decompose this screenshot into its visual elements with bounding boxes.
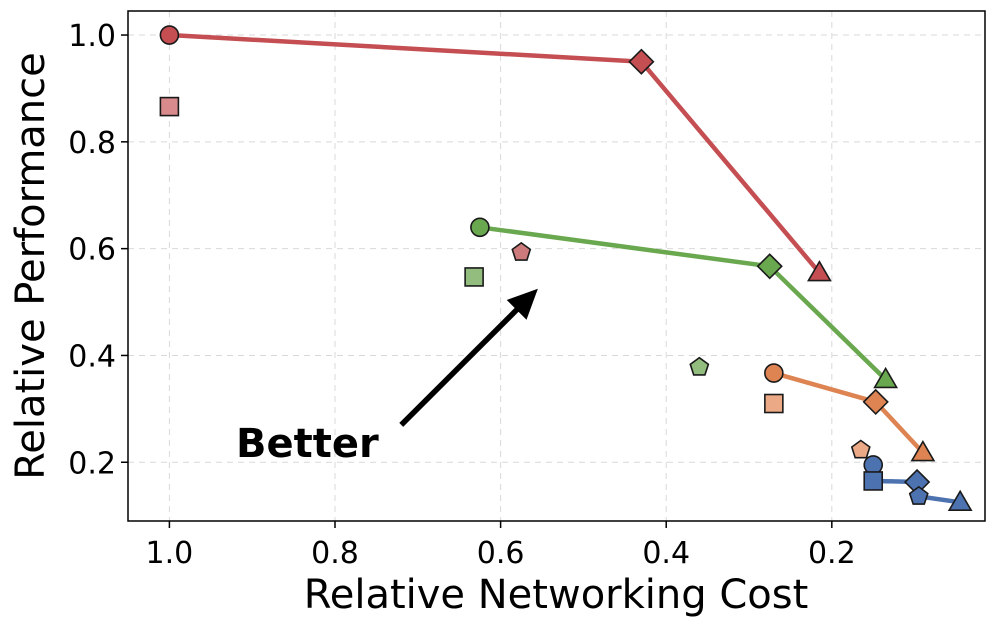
grid-lines <box>128 11 985 521</box>
orange-line-circle-marker <box>764 363 784 383</box>
x-axis-label: Relative Networking Cost <box>304 572 809 618</box>
green-square-marker <box>464 267 484 287</box>
y-tick-label: 0.6 <box>68 233 116 268</box>
annotation-layer: Better <box>236 288 538 467</box>
red-pentagon-marker <box>511 241 532 261</box>
orange-line <box>771 370 926 455</box>
red-line-diamond-marker <box>628 48 655 75</box>
better-arrow-shaft <box>399 306 520 427</box>
green-line <box>477 225 888 382</box>
better-arrow-head <box>506 288 538 320</box>
better-annotation: Better <box>236 421 379 467</box>
orange-square-marker <box>764 393 784 414</box>
blue-line-square-marker <box>863 471 884 491</box>
green-line-triangle-marker <box>873 366 899 389</box>
axis-ticks: 1.0 0.8 0.6 0.4 0.2 0.2 0.4 0.6 0.8 1.0 <box>68 19 855 571</box>
green-pentagon-marker <box>689 356 710 376</box>
red-line-circle-marker <box>159 25 180 45</box>
y-tick-label: 0.4 <box>68 339 116 374</box>
red-square-marker <box>159 96 180 117</box>
x-tick-label: 1.0 <box>146 536 194 571</box>
x-tick-label: 0.6 <box>477 536 525 571</box>
y-tick-label: 0.8 <box>68 126 116 161</box>
red-line <box>167 32 822 275</box>
blue-line-triangle-marker <box>947 489 973 512</box>
x-tick-label: 0.2 <box>808 536 856 571</box>
data-markers <box>159 25 973 512</box>
green-line-circle-marker <box>470 217 490 238</box>
plot-frame <box>127 10 986 522</box>
y-axis-label: Relative Performance <box>8 52 54 480</box>
orange-line-triangle-marker <box>910 440 936 462</box>
y-tick-label: 1.0 <box>68 19 116 54</box>
x-tick-label: 0.8 <box>311 536 359 571</box>
orange-line-diamond-marker <box>862 388 889 416</box>
blue-line-pentagon-marker <box>908 485 929 505</box>
red-line-triangle-marker <box>807 260 832 282</box>
green-line-diamond-marker <box>756 253 783 280</box>
orange-pentagon-marker <box>850 439 871 459</box>
y-tick-label: 0.2 <box>68 446 116 481</box>
x-tick-label: 0.4 <box>642 536 690 571</box>
